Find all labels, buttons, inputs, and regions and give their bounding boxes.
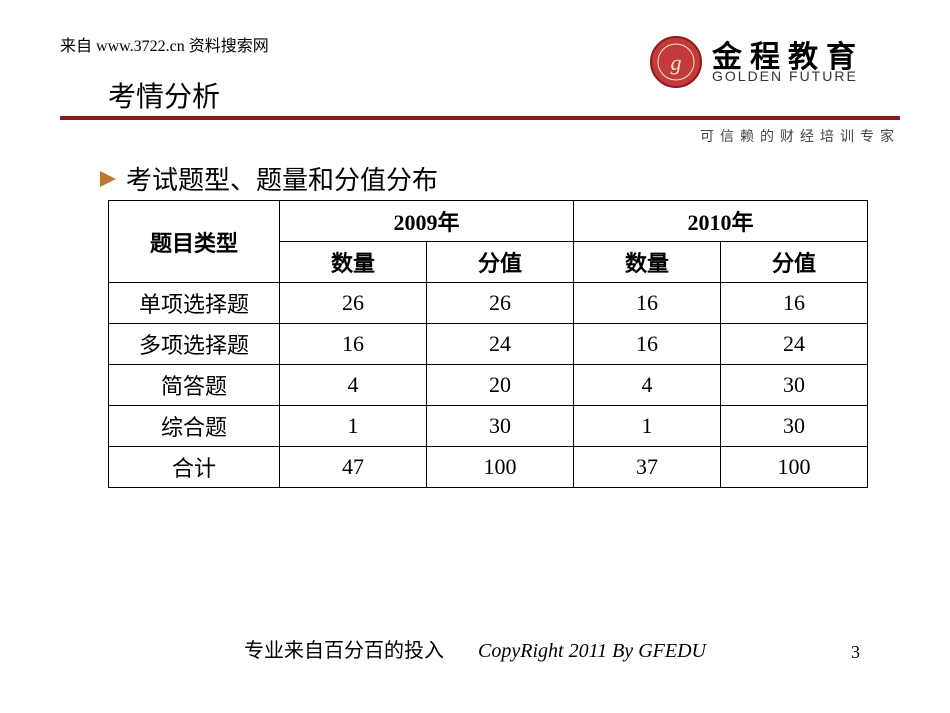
- cell: 30: [427, 406, 574, 447]
- arrow-bullet-icon: [100, 171, 116, 187]
- cell: 4: [574, 365, 721, 406]
- exam-table-wrap: 题目类型 2009年 2010年 数量 分值 数量 分值 单项选择题 26 26…: [108, 200, 868, 488]
- sub-score-2010: 分值: [721, 242, 868, 283]
- section-header: 考试题型、题量和分值分布: [100, 160, 438, 197]
- row-header-label: 题目类型: [109, 201, 280, 283]
- table-row: 简答题 4 20 4 30: [109, 365, 868, 406]
- table-row: 单项选择题 26 26 16 16: [109, 283, 868, 324]
- footer-copyright: CopyRight 2011 By GFEDU: [478, 640, 706, 662]
- slide: 来自 www.3722.cn 资料搜索网 考情分析 g 金程教育 GOLDEN …: [0, 0, 950, 713]
- source-prefix: 来自: [60, 38, 96, 55]
- svg-text:g: g: [671, 50, 682, 75]
- cell: 100: [721, 447, 868, 488]
- section-title: 考试题型、题量和分值分布: [126, 160, 438, 197]
- cell: 24: [427, 324, 574, 365]
- cell: 16: [574, 324, 721, 365]
- cell: 16: [574, 283, 721, 324]
- source-suffix: 资料搜索网: [185, 38, 269, 55]
- year-2009: 2009年: [280, 201, 574, 242]
- cell: 1: [574, 406, 721, 447]
- sub-count-2009: 数量: [280, 242, 427, 283]
- cell: 30: [721, 365, 868, 406]
- cell: 26: [280, 283, 427, 324]
- table-row: 综合题 1 30 1 30: [109, 406, 868, 447]
- cell: 37: [574, 447, 721, 488]
- table-row: 合计 47 100 37 100: [109, 447, 868, 488]
- exam-table: 题目类型 2009年 2010年 数量 分值 数量 分值 单项选择题 26 26…: [108, 200, 868, 488]
- page-title: 考情分析: [108, 75, 220, 115]
- cell: 24: [721, 324, 868, 365]
- row-label: 合计: [109, 447, 280, 488]
- cell: 1: [280, 406, 427, 447]
- brand-logo: g 金程教育 GOLDEN FUTURE: [650, 28, 900, 100]
- brand-tagline: 可信赖的财经培训专家: [700, 126, 900, 146]
- table-header-row-1: 题目类型 2009年 2010年: [109, 201, 868, 242]
- brand-name-en: GOLDEN FUTURE: [712, 68, 858, 84]
- row-label: 简答题: [109, 365, 280, 406]
- row-label: 单项选择题: [109, 283, 280, 324]
- table-row: 多项选择题 16 24 16 24: [109, 324, 868, 365]
- source-url: www.3722.cn: [96, 38, 185, 55]
- cell: 4: [280, 365, 427, 406]
- cell: 16: [721, 283, 868, 324]
- source-line: 来自 www.3722.cn 资料搜索网: [60, 32, 269, 56]
- footer-motto: 专业来自百分百的投入: [244, 640, 444, 662]
- cell: 100: [427, 447, 574, 488]
- header-divider: [60, 116, 900, 120]
- cell: 26: [427, 283, 574, 324]
- row-label: 综合题: [109, 406, 280, 447]
- cell: 16: [280, 324, 427, 365]
- page-number: 3: [851, 642, 860, 663]
- sub-score-2009: 分值: [427, 242, 574, 283]
- sub-count-2010: 数量: [574, 242, 721, 283]
- year-2010: 2010年: [574, 201, 868, 242]
- cell: 30: [721, 406, 868, 447]
- footer: 专业来自百分百的投入 CopyRight 2011 By GFEDU: [0, 634, 950, 663]
- cell: 20: [427, 365, 574, 406]
- seal-icon: g: [650, 36, 702, 88]
- row-label: 多项选择题: [109, 324, 280, 365]
- cell: 47: [280, 447, 427, 488]
